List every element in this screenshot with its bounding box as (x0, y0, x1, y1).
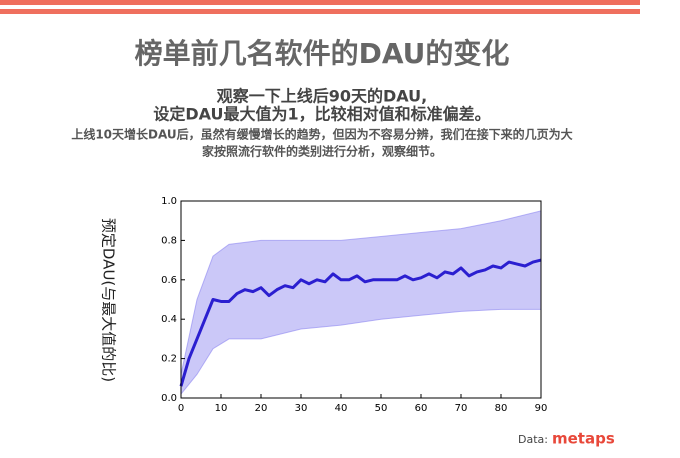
subtitle: 观察一下上线后90天的DAU, (217, 87, 428, 106)
plot: 0 10 20 30 40 50 60 70 80 90 0.0 0.2 0.4 0.6 0.8 1.0 (161, 196, 547, 414)
subtitle: 设定DAU最大值为1，比较相对值和标准偏差。 (153, 105, 490, 124)
y-tick-label: 1.0 (161, 196, 177, 207)
x-tick-label: 80 (495, 403, 508, 414)
x-tick-label: 50 (375, 403, 388, 414)
top-bar (0, 9, 640, 14)
x-tick-label: 30 (295, 403, 308, 414)
y-axis-label: 预定DAU(与最大值的比) (100, 218, 118, 382)
std-band (180, 210, 542, 396)
y-tick-label: 0.6 (161, 275, 177, 286)
x-tick-label: 70 (455, 403, 468, 414)
x-tick-label: 0 (178, 403, 184, 414)
x-tick-label: 10 (215, 403, 228, 414)
axes-frame (180, 200, 542, 399)
source-label: Data: (518, 433, 548, 446)
title: 榜单前几名软件的DAU的变化 (135, 37, 510, 70)
note: 上线10天增长DAU后，虽然有缓慢增长的趋势，但因为不容易分辨，我们在接下来的几… (71, 127, 572, 142)
x-tick-label: 20 (255, 403, 268, 414)
x-tick-label: 90 (535, 403, 548, 414)
x-tick-label: 60 (415, 403, 428, 414)
y-tick-label: 0.8 (161, 235, 177, 246)
note: 家按照流行软件的类别进行分析，观察细节。 (202, 144, 442, 159)
top-bar (0, 0, 640, 5)
y-tick-label: 0.2 (161, 354, 177, 365)
source-brand: metaps (552, 430, 615, 448)
y-tick-label: 0.4 (161, 314, 177, 325)
x-tick-label: 40 (335, 403, 348, 414)
mean-line (179, 258, 542, 387)
y-tick-label: 0.0 (161, 393, 177, 404)
